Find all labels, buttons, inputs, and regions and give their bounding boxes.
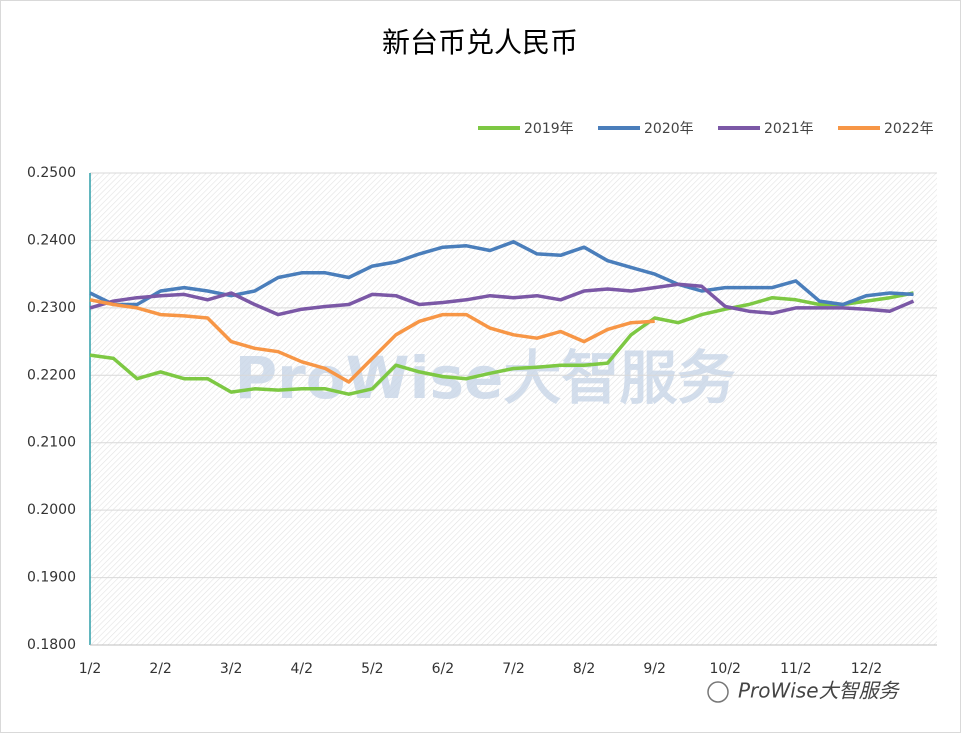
y-tick-label: 0.2200	[27, 367, 76, 383]
x-tick-label: 3/2	[220, 661, 243, 677]
series-line	[89, 291, 914, 396]
legend-label: 2019年	[524, 121, 574, 137]
y-tick-label: 0.2400	[27, 232, 76, 248]
legend-label: 2020年	[644, 121, 694, 137]
series-line	[89, 298, 655, 384]
legend-label: 2021年	[764, 121, 814, 137]
x-tick-label: 4/2	[290, 661, 313, 677]
y-tick-label: 0.1900	[27, 570, 76, 586]
y-tick-label: 0.2100	[27, 435, 76, 451]
y-tick-label: 0.2500	[27, 165, 76, 181]
series-line	[89, 282, 915, 317]
x-tick-label: 8/2	[573, 661, 596, 677]
y-tick-label: 0.1800	[27, 637, 76, 653]
x-tick-label: 1/2	[79, 661, 102, 677]
chart-title: 新台币兑人民币	[382, 26, 578, 59]
legend-label: 2022年	[884, 121, 934, 137]
plot-area	[90, 173, 937, 645]
watermark: ProWise大智服务	[235, 344, 736, 412]
x-tick-label: 12/2	[851, 661, 882, 677]
footer: ProWise大智服务	[738, 679, 901, 703]
x-tick-label: 6/2	[432, 661, 455, 677]
x-tick-label: 7/2	[502, 661, 525, 677]
footer-icon	[707, 681, 729, 703]
x-tick-label: 9/2	[643, 661, 666, 677]
x-tick-label: 10/2	[710, 661, 741, 677]
y-tick-label: 0.2300	[27, 300, 76, 316]
y-tick-label: 0.2000	[27, 502, 76, 518]
x-tick-label: 11/2	[780, 661, 811, 677]
x-tick-label: 2/2	[149, 661, 172, 677]
x-tick-label: 5/2	[361, 661, 384, 677]
